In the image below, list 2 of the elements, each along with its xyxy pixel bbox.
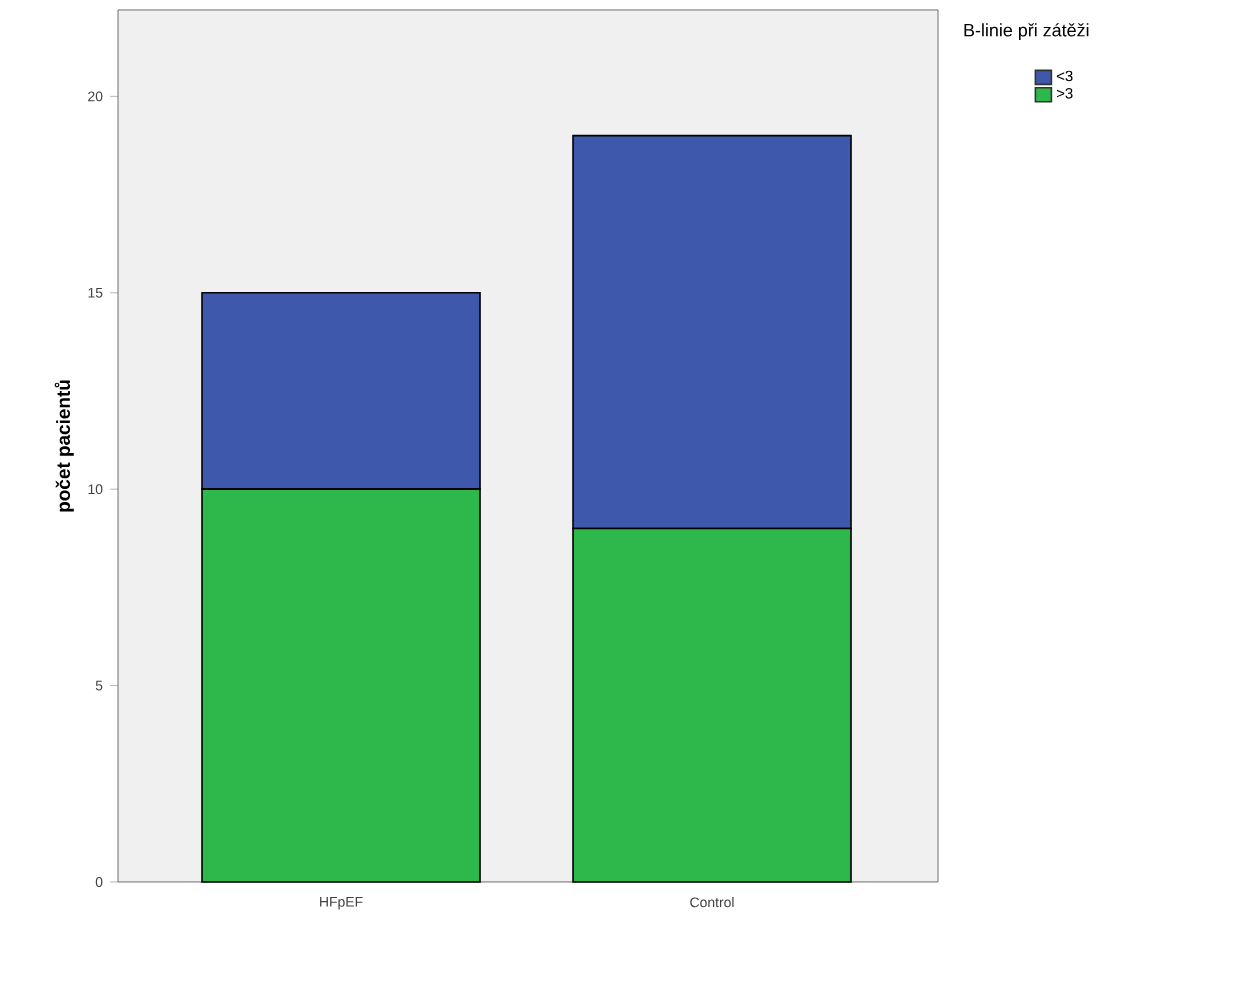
y-axis-title: počet pacientů <box>54 380 74 512</box>
legend-title: B-linie při zátěži <box>964 23 1089 41</box>
